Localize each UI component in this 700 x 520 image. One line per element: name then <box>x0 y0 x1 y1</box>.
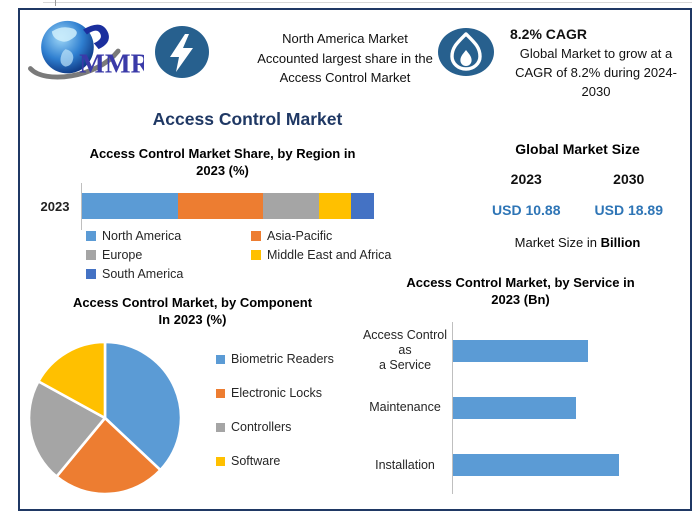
legend-item-software: Software <box>216 454 334 468</box>
region-segment-asia-pacific <box>178 193 264 219</box>
region-axis-category: 2023 <box>40 199 70 214</box>
logo-wordmark: MMR <box>79 48 144 78</box>
service-chart-title: Access Control Market, by Service in 202… <box>406 275 635 307</box>
component-pie-chart <box>27 340 183 496</box>
service-row-access-control-as-a-service: Access Control as a Service <box>358 322 663 380</box>
legend-marker <box>216 422 225 432</box>
note-prefix: Market Size in <box>514 235 601 250</box>
legend-item-middle-east-and-africa: Middle East and Africa <box>251 248 391 262</box>
note-unit: Billion <box>600 235 641 250</box>
region-stacked-bar <box>82 193 375 219</box>
service-category-label: Installation <box>375 457 435 472</box>
legend-label: Middle East and Africa <box>267 248 392 262</box>
legend-item-south-america: South America <box>86 267 251 281</box>
pie-slice-electronic-locks <box>55 416 162 496</box>
service-plot-area <box>452 322 663 380</box>
service-plot-area <box>452 379 663 437</box>
market-size-heading: Global Market Size <box>515 141 640 157</box>
service-plot-area <box>452 436 663 494</box>
logo-land-south <box>60 49 74 67</box>
region-segment-north-america <box>82 193 179 219</box>
region-segment-south-america <box>350 193 375 219</box>
legend-label: South America <box>102 267 184 281</box>
legend-label: North America <box>102 229 182 243</box>
pie-slice-controllers <box>27 380 107 478</box>
infographic-frame: MMR North America Market Accounted large… <box>18 8 692 511</box>
service-category-label: Maintenance <box>369 400 441 415</box>
flame-icon <box>438 28 494 76</box>
cagr-text: Global Market to grow at a CAGR of 8.2% … <box>515 46 677 99</box>
service-bar-installation <box>453 454 619 477</box>
region-axis-line <box>81 183 82 230</box>
component-legend: Biometric Readers Electronic Locks Control… <box>216 352 334 468</box>
year-2023-label: 2023 <box>510 171 542 187</box>
legend-item-europe: Europe <box>86 248 251 262</box>
service-bar-access-control-as-a-service <box>453 339 588 362</box>
top-edge-line <box>43 2 692 3</box>
legend-marker <box>86 231 96 241</box>
banner-text: North America Market Accounted largest s… <box>257 31 433 85</box>
legend-label: Asia-Pacific <box>267 229 333 243</box>
legend-marker <box>251 250 261 260</box>
legend-item-electronic-locks: Electronic Locks <box>216 386 334 400</box>
service-row-installation: Installation <box>358 436 663 494</box>
legend-label: Electronic Locks <box>231 386 323 400</box>
region-legend: North America Asia-Pacific Europe Middle Ea… <box>86 229 391 281</box>
legend-item-north-america: North America <box>86 229 251 243</box>
legend-marker <box>216 456 225 466</box>
logo-land-north <box>51 27 77 42</box>
cagr-title: 8.2% CAGR <box>510 26 588 42</box>
cagr-block: 8.2% CAGR Global Market to grow at a CAG… <box>498 26 694 101</box>
service-category-label: Access Control as a Service <box>362 328 448 373</box>
legend-label: Europe <box>102 248 143 262</box>
logo-accent-curve <box>83 24 109 50</box>
pie-slice-software <box>37 340 107 420</box>
page-title: Access Control Market <box>152 109 343 129</box>
component-chart-title: Access Control Market, by Component In 2… <box>72 295 313 327</box>
legend-marker <box>86 250 96 260</box>
market-size-note: Market Size in Billion <box>475 235 680 250</box>
service-bar-maintenance <box>453 396 577 419</box>
market-size-values: USD 10.88 USD 18.89 <box>475 202 680 218</box>
legend-item-biometric-readers: Biometric Readers <box>216 352 334 366</box>
pie-slice-biometric-readers <box>103 340 183 472</box>
legend-marker <box>86 269 96 279</box>
logo-swoosh <box>28 48 121 80</box>
legend-label: Software <box>231 454 281 468</box>
legend-marker <box>216 388 225 398</box>
legend-marker <box>251 231 261 241</box>
region-segment-middle-east-and-africa <box>318 193 351 219</box>
value-2030: USD 18.89 <box>594 202 663 218</box>
legend-item-controllers: Controllers <box>216 420 334 434</box>
region-chart-title: Access Control Market Share, by Region i… <box>89 146 356 178</box>
legend-marker <box>216 354 225 364</box>
service-bar-chart: Access Control as a Service Maintenance In… <box>358 322 663 494</box>
value-2023: USD 10.88 <box>492 202 561 218</box>
legend-label: Controllers <box>231 420 292 434</box>
service-row-maintenance: Maintenance <box>358 379 663 437</box>
year-2030-label: 2030 <box>613 171 645 187</box>
legend-label: Biometric Readers <box>231 352 334 366</box>
top-edge-tick <box>55 0 56 6</box>
mmr-globe-logo: MMR <box>28 20 144 80</box>
market-size-years: 2023 2030 <box>475 171 680 187</box>
region-segment-europe <box>263 193 319 219</box>
legend-item-asia-pacific: Asia-Pacific <box>251 229 391 243</box>
lightning-icon <box>155 26 209 78</box>
